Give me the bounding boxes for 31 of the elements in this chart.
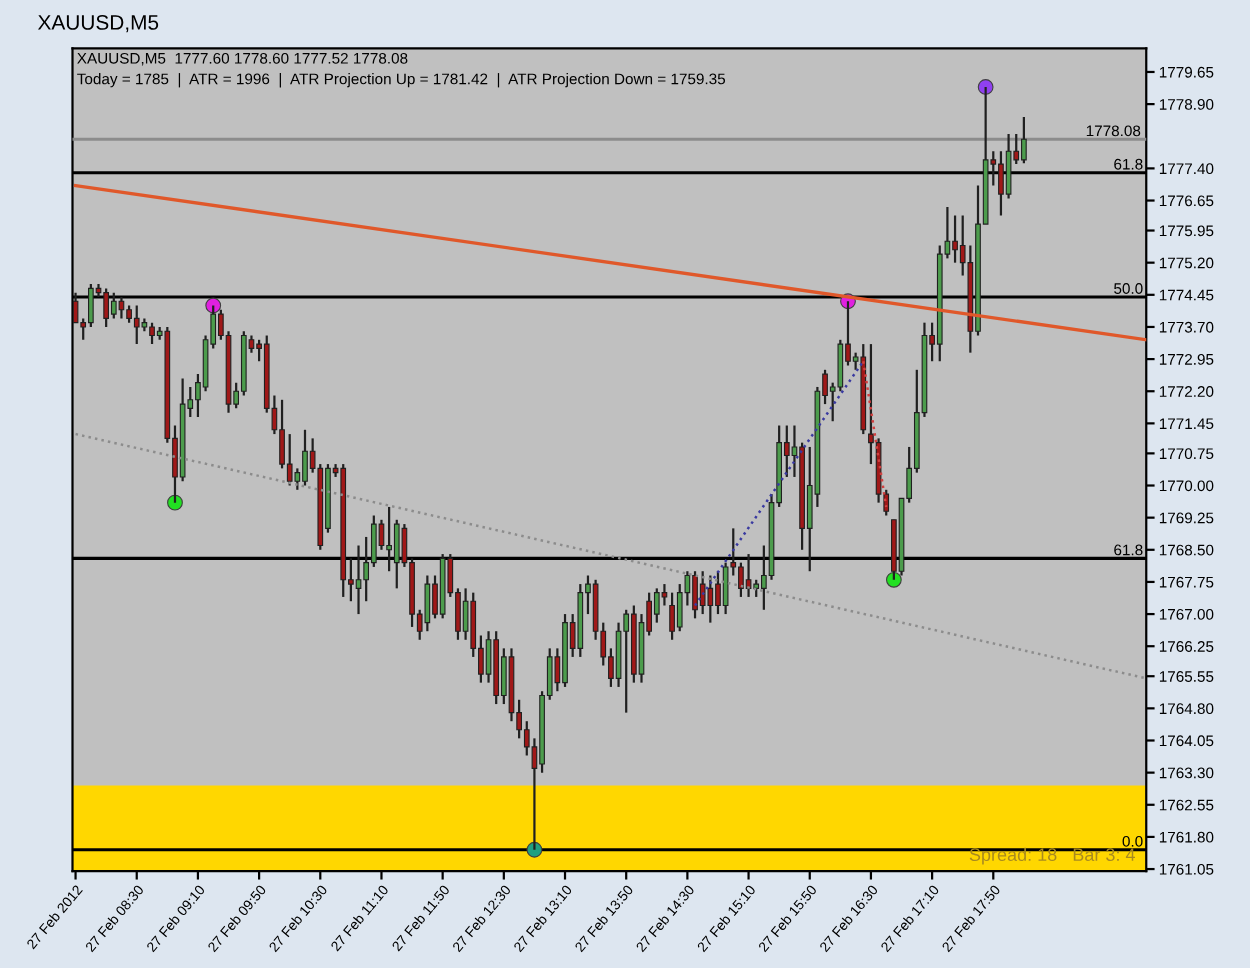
candlestick [286, 432, 293, 487]
candlestick [302, 428, 308, 487]
candlestick [133, 304, 140, 346]
candlestick [386, 505, 392, 573]
candlestick [699, 570, 706, 616]
chart-title: XAUUSD,M5 [37, 15, 159, 33]
candlestick [745, 552, 752, 599]
candlestick [653, 587, 660, 624]
annotation: Spread: 18 Bar 3: 4 [969, 847, 1135, 865]
candlestick [393, 518, 400, 590]
candlestick [110, 291, 117, 320]
candlestick [998, 150, 1004, 217]
candlestick [952, 214, 958, 264]
point [977, 79, 994, 95]
point [885, 571, 902, 588]
candlestick [424, 574, 431, 633]
candlestick [500, 647, 507, 706]
candlestick [1005, 133, 1012, 200]
candlestick [88, 282, 94, 329]
candlestick [623, 608, 630, 714]
candlestick [669, 591, 675, 641]
candlestick [707, 574, 714, 624]
candlestick [462, 587, 469, 641]
point [205, 297, 222, 314]
candlestick [715, 570, 721, 616]
candlestick [1021, 115, 1027, 165]
candlestick [149, 321, 155, 346]
candlestick [738, 561, 744, 599]
candlestick [355, 544, 362, 616]
candlestick [692, 570, 698, 620]
candlestick [103, 287, 109, 329]
